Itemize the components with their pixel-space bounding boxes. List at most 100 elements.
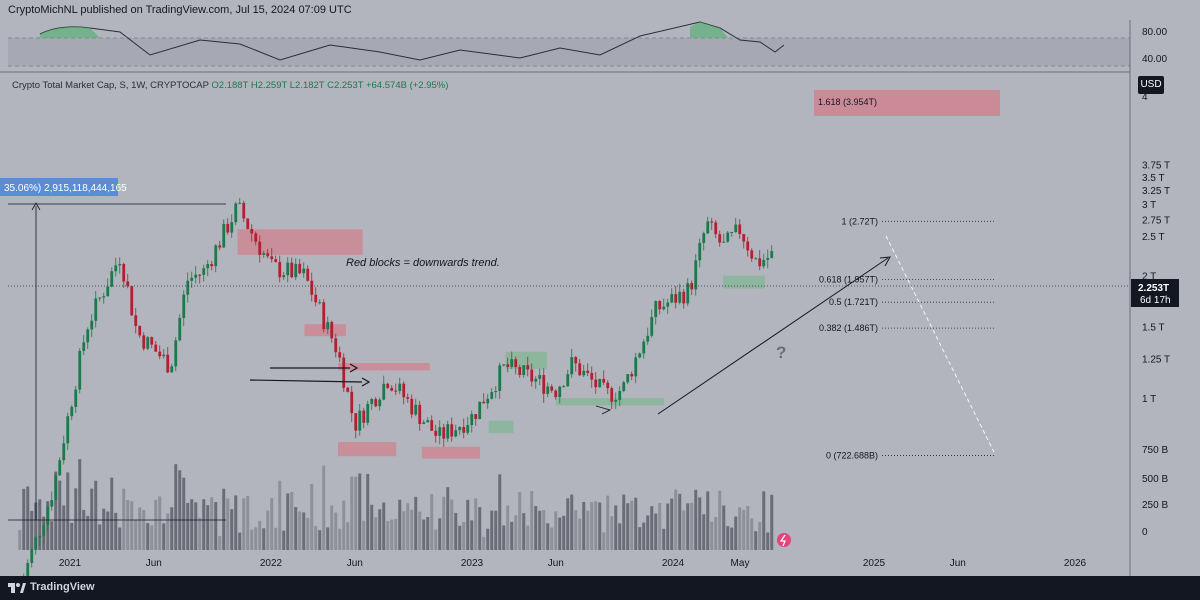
candle-body bbox=[598, 378, 602, 388]
candle-body bbox=[646, 335, 650, 342]
candle-body bbox=[294, 263, 298, 278]
volume-bar bbox=[738, 507, 742, 550]
volume-bar bbox=[674, 489, 678, 550]
candle-body bbox=[514, 359, 518, 368]
y-tick-label: 4 bbox=[1142, 92, 1148, 103]
candle-body bbox=[498, 365, 502, 392]
candle-body bbox=[366, 403, 370, 423]
volume-bar bbox=[406, 503, 410, 550]
candle-body bbox=[326, 321, 330, 330]
x-tick-label: 2022 bbox=[260, 558, 283, 569]
volume-bar bbox=[86, 515, 90, 550]
volume-bar bbox=[386, 521, 390, 550]
volume-bar bbox=[318, 530, 322, 550]
volume-bar bbox=[18, 529, 22, 550]
rsi-overbought-fill-2024 bbox=[690, 22, 728, 38]
volume-bar bbox=[502, 525, 506, 550]
volume-bar bbox=[198, 517, 202, 550]
volume-bar bbox=[682, 510, 686, 550]
legend-open: O2.188T bbox=[211, 80, 249, 91]
candle-body bbox=[258, 241, 262, 255]
candle-body bbox=[754, 258, 758, 260]
candle-body bbox=[202, 268, 206, 275]
volume-bar bbox=[446, 487, 450, 550]
candle-body bbox=[354, 413, 358, 431]
candle-body bbox=[634, 357, 638, 377]
volume-bar bbox=[498, 474, 502, 550]
candle-body bbox=[738, 224, 742, 235]
candle-body bbox=[342, 357, 346, 388]
candle-body bbox=[722, 241, 726, 243]
candle-body bbox=[194, 274, 198, 278]
candle-body bbox=[346, 387, 350, 392]
candle-body bbox=[666, 302, 670, 307]
fibonacci-levels: 1.618 (3.954T) 1 (2.72T) 0.618 (1.957T) 0.5… bbox=[814, 90, 1000, 461]
candle-body bbox=[638, 353, 642, 358]
volume-bar bbox=[322, 465, 326, 550]
candle-body bbox=[486, 398, 490, 404]
candle-body bbox=[686, 283, 690, 304]
volume-bar bbox=[302, 512, 306, 550]
x-tick-label: 2025 bbox=[863, 558, 886, 569]
alert-icon[interactable] bbox=[777, 533, 791, 547]
small-arrow bbox=[595, 405, 612, 415]
candle-body bbox=[218, 245, 222, 248]
support-arrow-1-head bbox=[349, 363, 359, 373]
volume-bar bbox=[534, 506, 538, 550]
candle-body bbox=[586, 370, 590, 373]
candle-body bbox=[94, 298, 98, 321]
volume-bar bbox=[262, 528, 266, 550]
volume-bar bbox=[390, 519, 394, 550]
candle-body bbox=[210, 264, 214, 267]
candle-body bbox=[46, 506, 50, 526]
volume-bar bbox=[486, 528, 490, 550]
candle-body bbox=[518, 367, 522, 376]
candle-body bbox=[550, 386, 554, 391]
volume-bar bbox=[618, 523, 622, 550]
volume-bar bbox=[750, 518, 754, 550]
rsi-pane: 80.00 40.00 bbox=[0, 21, 1167, 73]
target-zone-box bbox=[814, 90, 1000, 116]
volume-bar bbox=[518, 492, 522, 550]
volume-bar bbox=[118, 527, 122, 550]
volume-bar bbox=[754, 531, 758, 550]
candle-body bbox=[410, 398, 414, 415]
candle-body bbox=[662, 306, 666, 310]
candle-body bbox=[426, 420, 430, 423]
footer-brand: TradingView bbox=[30, 581, 95, 593]
candle-body bbox=[374, 399, 378, 407]
volume-bar bbox=[362, 520, 366, 550]
drawings: 35.06%) 2,915,118,444,165 Red blocks = d… bbox=[0, 178, 995, 547]
volume-bar bbox=[142, 509, 146, 550]
volume-bar bbox=[770, 494, 774, 550]
volume-bar bbox=[462, 521, 466, 550]
candle-body bbox=[406, 397, 410, 399]
candle-body bbox=[86, 329, 90, 343]
candle-body bbox=[30, 549, 34, 563]
volume-bar bbox=[726, 526, 730, 550]
volume-bar bbox=[122, 488, 126, 550]
currency-button[interactable]: USD bbox=[1138, 76, 1164, 94]
candle-body bbox=[570, 357, 574, 375]
volume-bar bbox=[170, 507, 174, 550]
volume-bar bbox=[154, 499, 158, 550]
candle-body bbox=[62, 443, 66, 461]
volume-bar bbox=[706, 491, 710, 550]
candle-body bbox=[490, 392, 494, 399]
candle-body bbox=[158, 351, 162, 357]
volume-bar bbox=[138, 507, 142, 550]
candle-body bbox=[714, 222, 718, 235]
candle-body bbox=[630, 374, 634, 377]
volume-bar bbox=[718, 490, 722, 550]
volume-bar bbox=[38, 499, 42, 550]
candle-body bbox=[658, 301, 662, 310]
support-arrow-2-head bbox=[361, 377, 371, 387]
candle-body bbox=[442, 427, 446, 439]
candle-body bbox=[522, 365, 526, 376]
legend-close: C2.253T bbox=[327, 80, 364, 91]
y-tick-label: 2.75 T bbox=[1142, 215, 1170, 226]
candle-body bbox=[154, 344, 158, 352]
x-tick-label: 2024 bbox=[662, 558, 685, 569]
volume-bar bbox=[574, 510, 578, 550]
